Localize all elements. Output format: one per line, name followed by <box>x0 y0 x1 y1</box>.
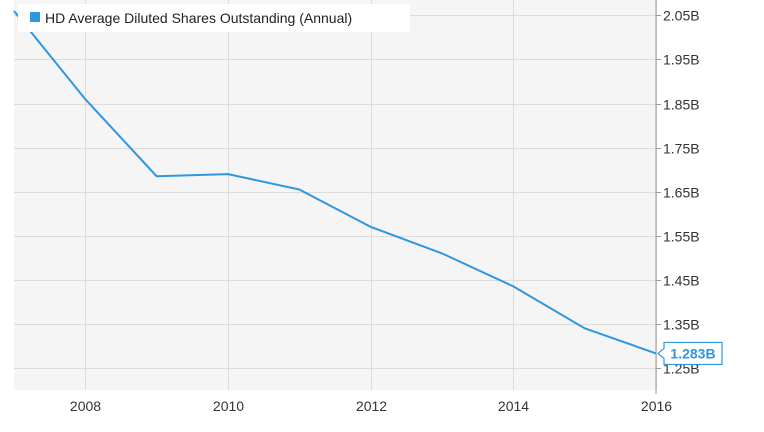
legend-background <box>18 4 410 32</box>
y-tick-label: 1.45B <box>663 273 700 289</box>
x-axis-ticks: 2008 2010 2012 2014 2016 <box>70 398 672 414</box>
x-tick-label: 2008 <box>70 398 101 414</box>
legend: HD Average Diluted Shares Outstanding (A… <box>18 4 410 32</box>
y-axis-ticks: 1.25B1.35B1.45B1.55B1.65B1.75B1.85B1.95B… <box>656 8 700 377</box>
y-tick-label: 1.85B <box>663 97 700 113</box>
y-tick-label: 2.05B <box>663 8 700 24</box>
x-tick-label: 2012 <box>356 398 387 414</box>
x-tick-label: 2016 <box>641 398 672 414</box>
series-lines <box>13 10 657 355</box>
y-tick-label: 1.55B <box>663 229 700 245</box>
x-tick-label: 2010 <box>213 398 244 414</box>
x-tick-label: 2014 <box>498 398 529 414</box>
plot-area <box>14 0 656 390</box>
series-line <box>13 10 657 355</box>
y-tick-label: 1.95B <box>663 52 700 68</box>
y-tick-label: 1.75B <box>663 141 700 157</box>
last-value-callout: 1.283B <box>657 341 723 366</box>
legend-swatch <box>30 12 40 22</box>
last-value-callout-box <box>657 341 723 366</box>
legend-label: HD Average Diluted Shares Outstanding (A… <box>45 10 352 26</box>
y-tick-label: 1.65B <box>663 185 700 201</box>
y-tick-label: 1.35B <box>663 317 700 333</box>
last-value-label: 1.283B <box>670 345 715 361</box>
